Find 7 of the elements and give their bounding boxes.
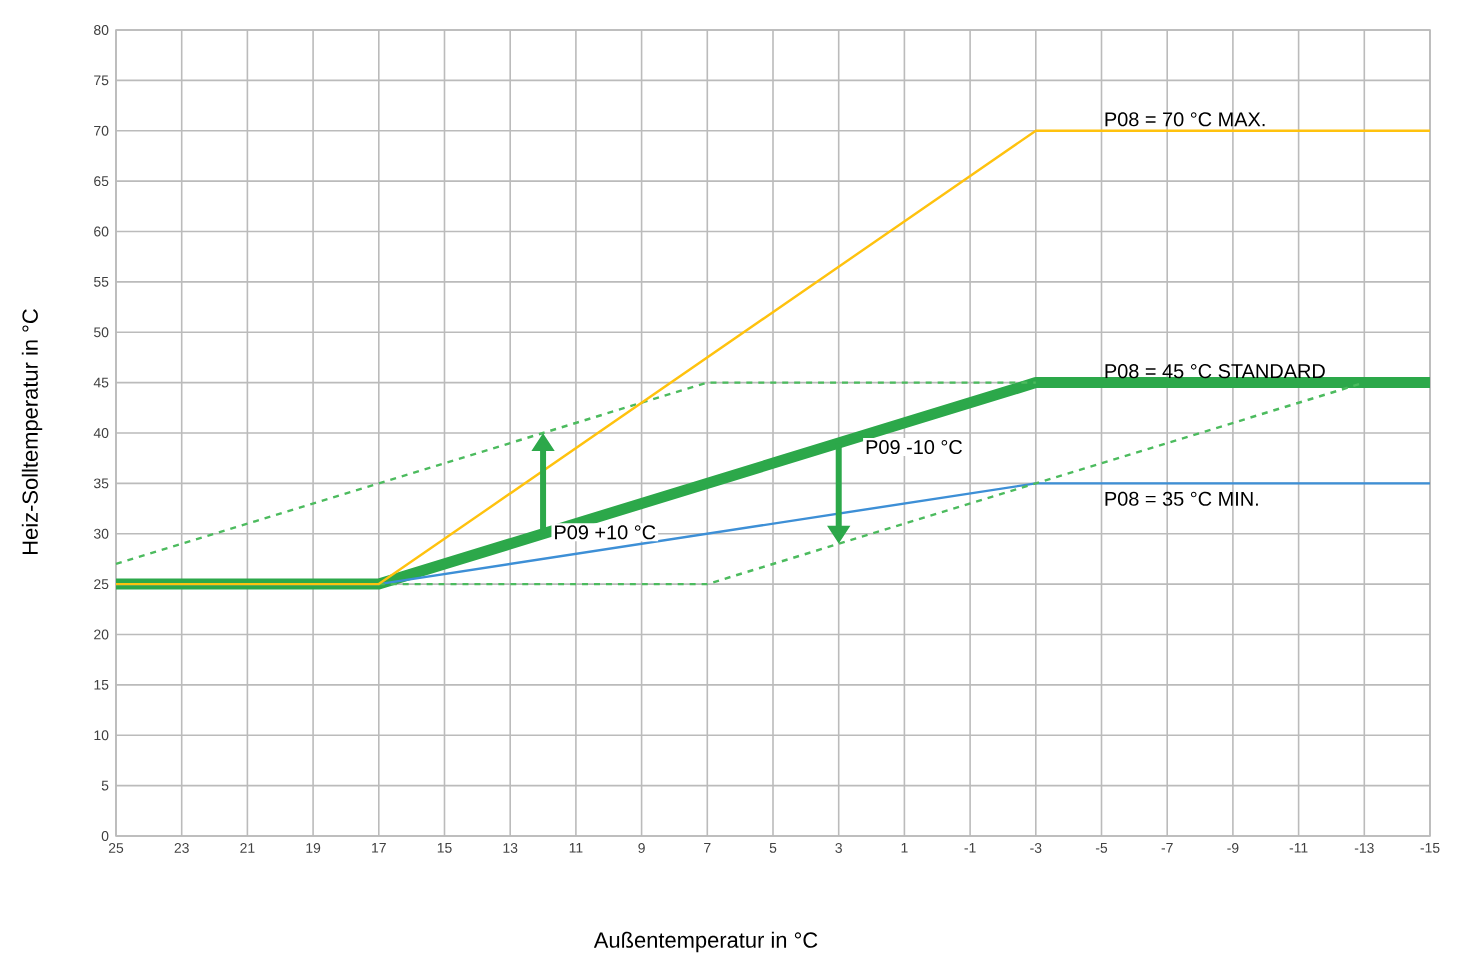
y-axis-title: Heiz-Solltemperatur in °C xyxy=(21,308,43,554)
series-label: P08 = 35 °C MIN. xyxy=(1105,491,1258,506)
series-label: P08 = 45 °C STANDARD xyxy=(1105,363,1325,378)
series-label: P08 = 70 °C MAX. xyxy=(1105,111,1265,126)
annotation: P09 +10 °C xyxy=(555,524,656,539)
annotation: P09 -10 °C xyxy=(866,439,962,454)
x-axis-title: Außentemperatur in °C xyxy=(593,931,818,952)
